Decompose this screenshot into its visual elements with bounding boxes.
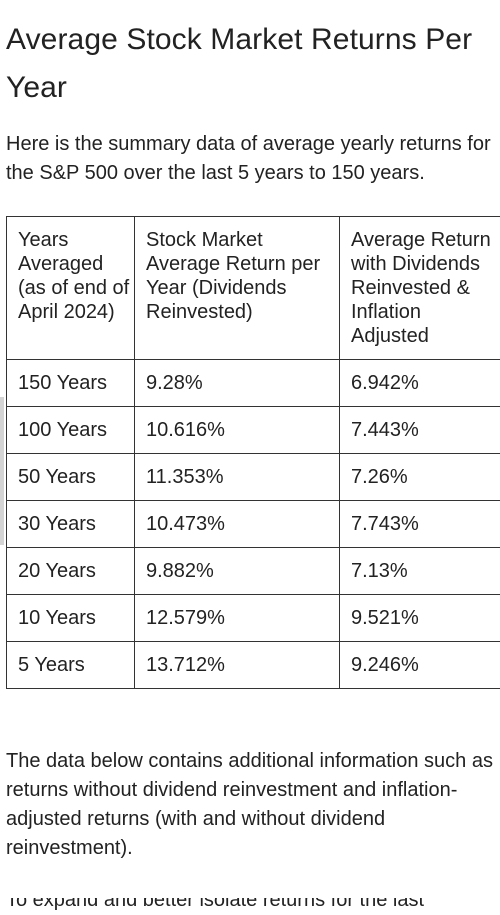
cell-average-return: 11.353% [134, 453, 340, 501]
cell-inflation-adjusted-return: 7.26% [339, 453, 500, 501]
cell-years: 150 Years [6, 359, 135, 407]
cell-average-return: 10.616% [134, 406, 340, 454]
table-row: 150 Years 9.28% 6.942% [6, 359, 500, 407]
cell-average-return: 10.473% [134, 500, 340, 548]
cell-average-return: 9.882% [134, 547, 340, 595]
scroll-indicator[interactable] [0, 397, 4, 545]
cell-inflation-adjusted-return: 7.743% [339, 500, 500, 548]
table-row: 100 Years 10.616% 7.443% [6, 406, 500, 454]
header-average-return: Stock Market Average Return per Year (Di… [134, 216, 340, 360]
table-row: 20 Years 9.882% 7.13% [6, 547, 500, 595]
cell-inflation-adjusted-return: 7.13% [339, 547, 500, 595]
cell-inflation-adjusted-return: 6.942% [339, 359, 500, 407]
cell-years: 20 Years [6, 547, 135, 595]
cell-average-return: 12.579% [134, 594, 340, 642]
next-paragraph-text: To expand and better isolate returns for… [6, 898, 425, 911]
outro-paragraph: The data below contains additional infor… [6, 750, 493, 859]
returns-table: Years Averaged (as of end of April 2024)… [6, 216, 500, 689]
table-header-row: Years Averaged (as of end of April 2024)… [6, 216, 500, 360]
cell-average-return: 9.28% [134, 359, 340, 407]
table-row: 5 Years 13.712% 9.246% [6, 641, 500, 689]
cell-years: 50 Years [6, 453, 135, 501]
cell-inflation-adjusted-return: 9.246% [339, 641, 500, 689]
table-row: 30 Years 10.473% 7.743% [6, 500, 500, 548]
header-inflation-adjusted-return: Average Return with Dividends Reinvested… [339, 216, 500, 360]
intro-paragraph: Here is the summary data of average year… [6, 133, 491, 184]
table-row: 50 Years 11.353% 7.26% [6, 453, 500, 501]
cell-years: 30 Years [6, 500, 135, 548]
cell-average-return: 13.712% [134, 641, 340, 689]
table-row: 10 Years 12.579% 9.521% [6, 594, 500, 642]
cell-years: 100 Years [6, 406, 135, 454]
cell-inflation-adjusted-return: 9.521% [339, 594, 500, 642]
next-paragraph-partial: To expand and better isolate returns for… [6, 898, 500, 915]
cell-years: 5 Years [6, 641, 135, 689]
header-years-averaged: Years Averaged (as of end of April 2024) [6, 216, 135, 360]
article-title: Average Stock Market Returns Per Year [6, 23, 473, 104]
cell-years: 10 Years [6, 594, 135, 642]
returns-table-container: Years Averaged (as of end of April 2024)… [6, 216, 500, 689]
cell-inflation-adjusted-return: 7.443% [339, 406, 500, 454]
